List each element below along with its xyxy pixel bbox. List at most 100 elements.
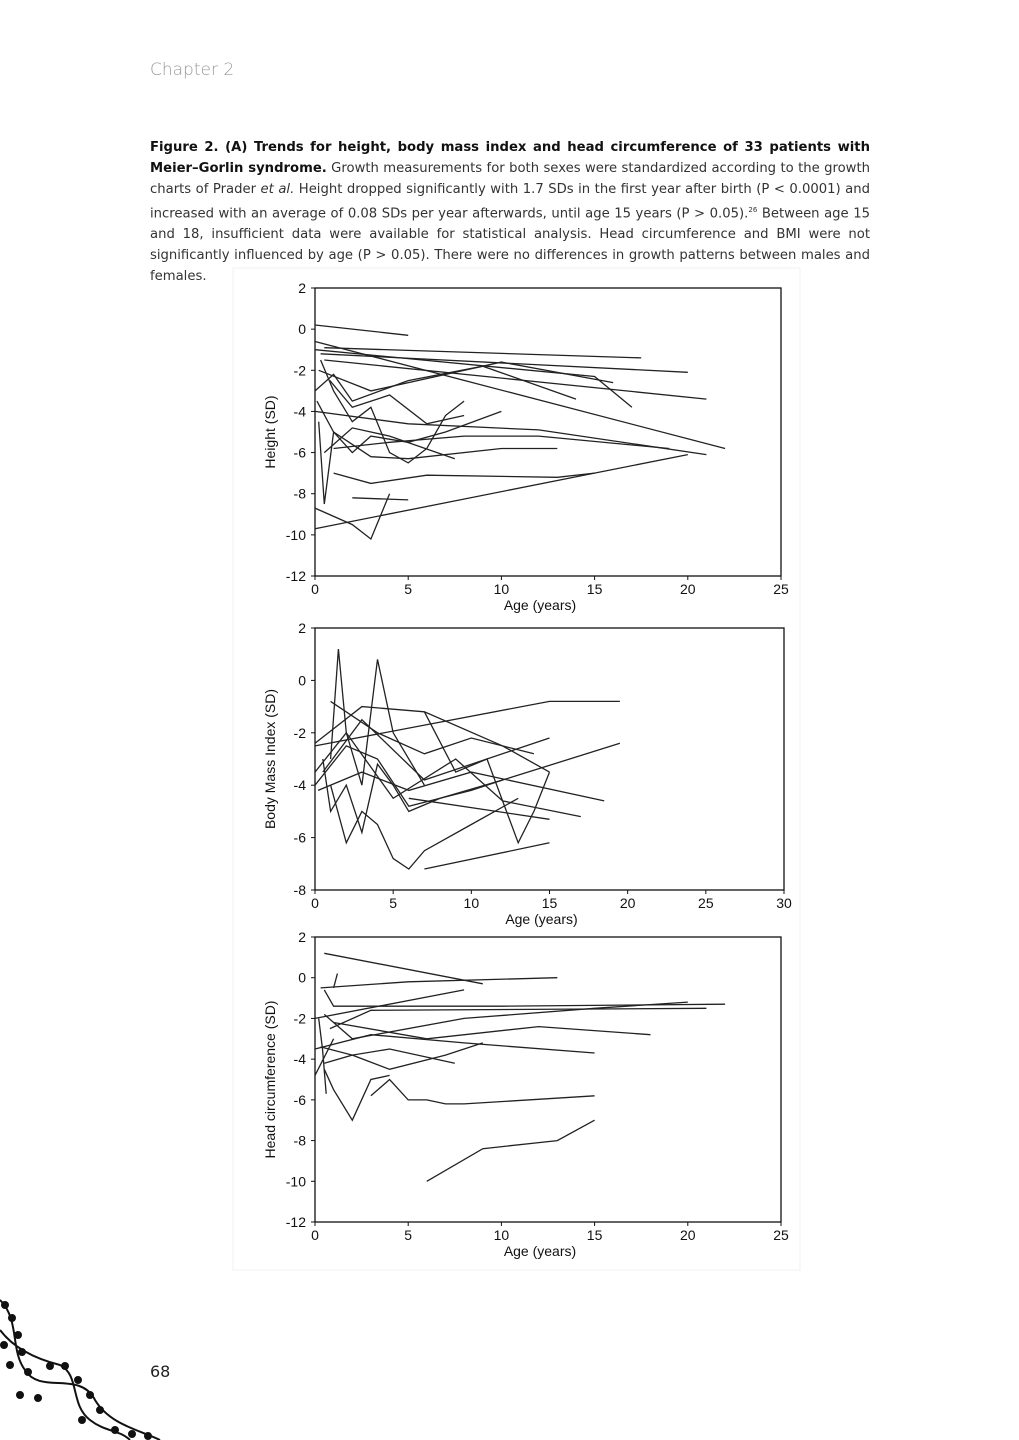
caption-text: Growth measurements for both sexes were … <box>150 161 870 197</box>
data-line <box>314 340 726 450</box>
data-line <box>323 989 726 1007</box>
x-tick-label: 15 <box>587 1227 603 1243</box>
data-line <box>314 410 707 456</box>
caption-text: Height dropped significantly with 1.7 SD… <box>150 182 870 222</box>
data-line <box>314 1034 595 1054</box>
y-axis-label: Height (SD) <box>262 395 278 468</box>
x-tick-label: 0 <box>311 895 319 911</box>
data-line <box>333 1021 651 1040</box>
x-tick-label: 30 <box>776 895 792 911</box>
data-line <box>323 1001 688 1040</box>
y-tick-label: -6 <box>294 830 307 846</box>
data-line <box>329 785 519 870</box>
y-axis-label: Head circumference (SD) <box>262 1001 278 1159</box>
y-tick-label: -10 <box>286 1173 306 1189</box>
y-tick-label: -4 <box>294 1051 307 1067</box>
y-tick-label: -12 <box>286 1214 306 1230</box>
x-tick-label: 0 <box>311 1227 319 1243</box>
y-tick-label: 2 <box>298 929 306 945</box>
data-line <box>324 359 707 400</box>
data-line <box>320 359 465 464</box>
data-line <box>314 365 577 402</box>
x-tick-label: 25 <box>773 581 789 597</box>
x-tick-label: 25 <box>698 895 714 911</box>
data-line <box>329 648 425 786</box>
y-tick-label: 2 <box>298 620 306 636</box>
data-line <box>332 973 339 989</box>
y-axis-label: Body Mass Index (SD) <box>262 689 278 829</box>
plot-frame <box>314 287 782 577</box>
x-tick-label: 20 <box>680 581 696 597</box>
data-line <box>320 1046 455 1064</box>
figure-caption: Figure 2. (A) Trends for height, body ma… <box>150 137 870 287</box>
x-axis-label: Age (years) <box>504 597 576 613</box>
x-tick-label: 10 <box>464 895 480 911</box>
y-tick-label: -6 <box>294 445 307 461</box>
y-tick-label: -8 <box>294 1133 307 1149</box>
data-line <box>323 427 456 460</box>
data-line <box>320 977 558 989</box>
x-tick-label: 15 <box>587 581 603 597</box>
data-line <box>318 361 614 392</box>
data-line <box>314 324 409 336</box>
data-line <box>426 1119 595 1182</box>
y-tick-label: -8 <box>294 882 307 898</box>
data-line <box>317 771 605 802</box>
x-tick-label: 20 <box>680 1227 696 1243</box>
x-tick-label: 5 <box>404 1227 412 1243</box>
y-tick-label: -4 <box>294 777 307 793</box>
y-tick-label: 0 <box>298 970 306 986</box>
data-line <box>314 731 581 818</box>
caption-italic: et al. <box>260 182 295 197</box>
x-tick-label: 10 <box>494 1227 510 1243</box>
x-tick-label: 0 <box>311 581 319 597</box>
x-tick-label: 15 <box>542 895 558 911</box>
y-tick-label: -10 <box>286 527 306 543</box>
caption-ref: 26 <box>748 206 758 214</box>
plot-frame <box>314 936 782 1223</box>
data-line <box>316 400 558 460</box>
y-tick-label: -6 <box>294 1092 307 1108</box>
x-tick-label: 25 <box>773 1227 789 1243</box>
data-line <box>333 472 595 485</box>
data-line <box>324 952 483 985</box>
data-line <box>318 410 502 505</box>
caption-text: Between age 15 and 18, insufficient data… <box>150 206 870 285</box>
x-tick-label: 5 <box>404 581 412 597</box>
data-line <box>314 1038 335 1076</box>
y-tick-label: -2 <box>294 725 307 741</box>
page-number: 68 <box>150 1362 171 1381</box>
dna-decoration <box>0 1299 161 1440</box>
data-line <box>329 380 465 425</box>
data-line <box>314 989 465 1020</box>
y-tick-label: -2 <box>294 1010 307 1026</box>
x-tick-label: 20 <box>620 895 636 911</box>
data-line <box>330 700 535 755</box>
y-tick-label: 0 <box>298 321 306 337</box>
x-tick-label: 10 <box>494 581 510 597</box>
x-axis-label: Age (years) <box>505 911 577 927</box>
y-tick-label: 0 <box>298 672 306 688</box>
data-line <box>333 435 670 450</box>
data-line <box>329 1007 707 1030</box>
y-tick-label: 2 <box>298 280 306 296</box>
y-tick-label: -12 <box>286 568 306 584</box>
y-tick-label: -8 <box>294 486 307 502</box>
data-line <box>323 1069 390 1122</box>
data-line <box>324 347 642 359</box>
data-line <box>314 453 688 530</box>
data-line <box>324 1042 484 1070</box>
running-header: Chapter 2 <box>150 60 235 80</box>
data-line <box>370 1078 595 1105</box>
y-tick-label: -4 <box>294 403 307 419</box>
data-line <box>424 842 550 870</box>
data-line <box>322 758 503 835</box>
data-line <box>352 497 409 501</box>
y-tick-label: -2 <box>294 362 307 378</box>
x-axis-label: Age (years) <box>504 1243 576 1259</box>
x-tick-label: 5 <box>389 895 397 911</box>
data-line <box>314 700 620 747</box>
data-line <box>318 1018 327 1094</box>
